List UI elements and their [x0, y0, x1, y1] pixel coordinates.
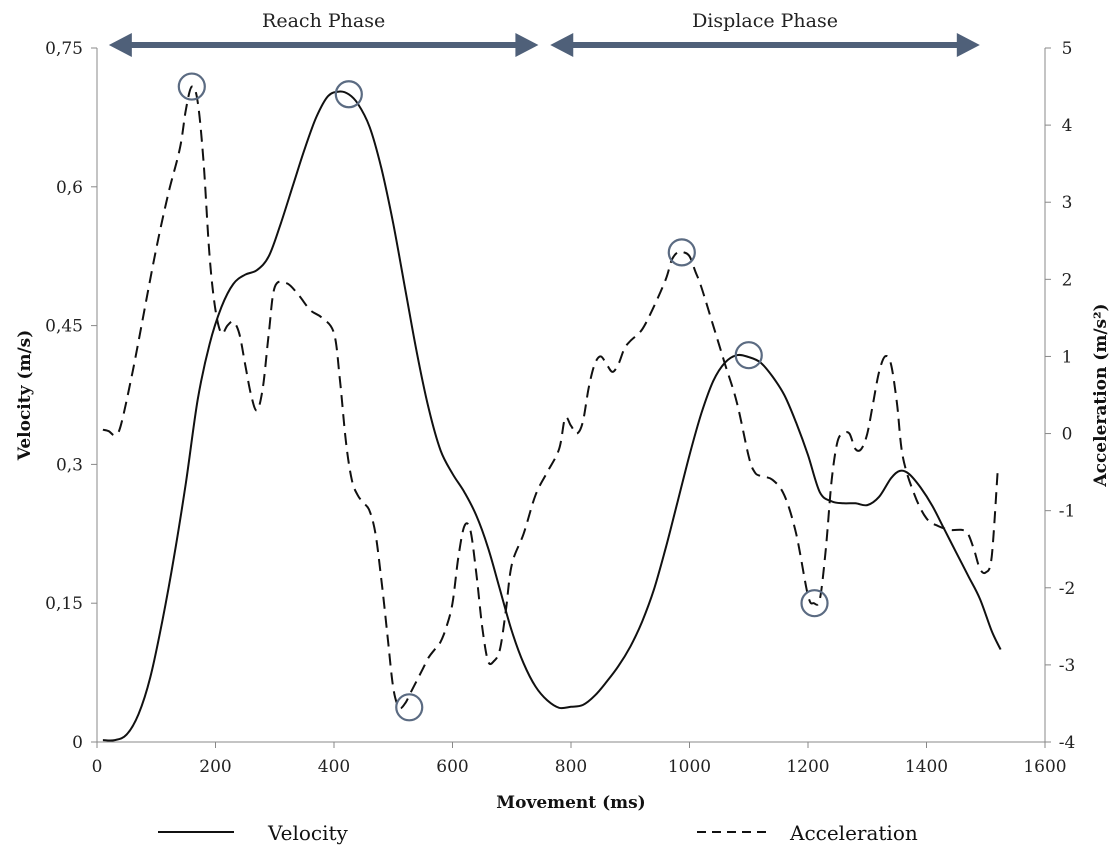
- legend-velocity-label: Velocity: [267, 821, 349, 845]
- y-left-ticks: 0 0,15 0,3 0,45 0,6 0,75: [45, 39, 97, 753]
- phase-arrow-head-left: [108, 33, 132, 57]
- legend-acceleration-label: Acceleration: [789, 821, 918, 845]
- y-left-tick-label: 0,6: [56, 178, 83, 198]
- y-left-tick-label: 0,3: [56, 455, 83, 475]
- y-left-tick-label: 0,15: [45, 594, 83, 614]
- series-layer: [102, 85, 1002, 742]
- highlight-markers: [177, 72, 829, 722]
- x-tick-label: 1400: [905, 757, 948, 777]
- x-tick-label: 0: [92, 757, 103, 777]
- y-right-tick-label: 5: [1062, 39, 1073, 59]
- y-right-ticks: -4 -3 -2 -1 0 1 2 3 4 5: [1045, 39, 1075, 753]
- highlight-marker: [734, 341, 763, 370]
- y-right-tick-label: 1: [1062, 347, 1073, 367]
- legend: Velocity Acceleration: [158, 821, 918, 845]
- x-ticks: 0 200 400 600 800 1000 1200 1400 1600: [92, 742, 1067, 777]
- phase-arrow-head-right: [956, 33, 980, 57]
- highlight-marker: [800, 589, 829, 618]
- phase-label: Displace Phase: [692, 10, 838, 32]
- phase-arrow-head-right: [515, 33, 539, 57]
- y-left-tick-label: 0: [72, 733, 83, 753]
- y-right-axis-title: Acceleration (m/s²): [1091, 303, 1111, 487]
- y-right-tick-label: 2: [1062, 270, 1073, 290]
- x-tick-label: 600: [436, 757, 468, 777]
- y-right-tick-label: 0: [1062, 425, 1073, 445]
- highlight-marker: [395, 693, 424, 722]
- highlight-marker: [667, 238, 696, 267]
- series-line-velocity: [102, 90, 1002, 742]
- phase-arrows: Reach Phase Displace Phase: [108, 10, 980, 57]
- phase-label: Reach Phase: [262, 10, 385, 32]
- x-axis-title: Movement (ms): [496, 793, 645, 813]
- y-right-tick-label: -3: [1059, 656, 1076, 676]
- y-right-tick-label: 3: [1062, 193, 1073, 213]
- axes: 0 200 400 600 800 1000 1200 1400 1600 0 0,15 0,3 0,…: [45, 39, 1075, 777]
- highlight-marker: [177, 72, 206, 101]
- x-tick-label: 1600: [1023, 757, 1066, 777]
- y-right-tick-label: -2: [1059, 579, 1076, 599]
- y-left-axis-title: Velocity (m/s): [15, 330, 35, 462]
- y-right-tick-label: -1: [1059, 502, 1076, 522]
- x-tick-label: 400: [318, 757, 350, 777]
- highlight-marker: [334, 80, 363, 109]
- y-right-tick-label: 4: [1062, 116, 1073, 136]
- phase-arrow-head-left: [550, 33, 574, 57]
- series-line-acceleration: [102, 85, 999, 710]
- x-tick-label: 1200: [786, 757, 829, 777]
- x-tick-label: 800: [555, 757, 587, 777]
- x-tick-label: 1000: [668, 757, 711, 777]
- y-left-tick-label: 0,45: [45, 317, 83, 337]
- y-right-tick-label: -4: [1059, 733, 1076, 753]
- y-left-tick-label: 0,75: [45, 39, 83, 59]
- x-tick-label: 200: [199, 757, 231, 777]
